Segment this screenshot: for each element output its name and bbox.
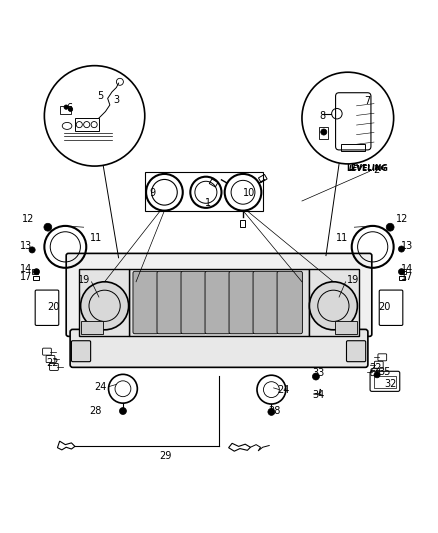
- Text: 1: 1: [205, 198, 211, 208]
- Text: 12: 12: [22, 214, 35, 224]
- Text: 8: 8: [320, 111, 326, 121]
- Bar: [308, 269, 359, 336]
- Text: 2: 2: [373, 165, 379, 175]
- Bar: [130, 269, 308, 336]
- Text: 22: 22: [369, 363, 381, 373]
- Circle shape: [321, 129, 327, 135]
- Text: LEVELING: LEVELING: [348, 165, 386, 171]
- FancyBboxPatch shape: [229, 271, 254, 334]
- Bar: [60, 106, 71, 114]
- FancyBboxPatch shape: [70, 329, 368, 367]
- FancyBboxPatch shape: [66, 253, 372, 336]
- Circle shape: [33, 269, 39, 275]
- FancyBboxPatch shape: [253, 271, 279, 334]
- Text: 13: 13: [20, 240, 32, 251]
- Circle shape: [81, 282, 129, 330]
- Text: 20: 20: [47, 302, 59, 312]
- Text: 10: 10: [244, 188, 256, 198]
- Text: 17: 17: [20, 272, 32, 282]
- Bar: [75, 118, 99, 131]
- Circle shape: [309, 282, 357, 330]
- Text: 6: 6: [67, 103, 73, 114]
- Bar: [400, 269, 406, 274]
- Text: 14: 14: [401, 264, 413, 273]
- Text: 24: 24: [94, 382, 106, 392]
- Circle shape: [68, 107, 73, 111]
- Bar: [79, 269, 130, 336]
- Text: 20: 20: [378, 302, 390, 312]
- Text: 34: 34: [312, 390, 325, 400]
- FancyBboxPatch shape: [205, 271, 230, 334]
- Bar: [145, 172, 263, 211]
- Text: 11: 11: [336, 233, 348, 243]
- Text: 32: 32: [384, 378, 396, 389]
- Bar: [399, 276, 405, 280]
- Text: 33: 33: [312, 368, 325, 378]
- Text: 5: 5: [97, 91, 103, 101]
- Circle shape: [312, 373, 319, 380]
- Bar: [319, 127, 328, 139]
- Bar: [341, 144, 365, 151]
- Bar: [209, 179, 218, 187]
- Circle shape: [268, 408, 275, 415]
- Bar: [32, 269, 38, 274]
- FancyBboxPatch shape: [181, 271, 206, 334]
- Text: 9: 9: [149, 188, 155, 198]
- Text: 22: 22: [46, 358, 58, 368]
- Circle shape: [64, 105, 68, 109]
- Bar: [33, 276, 39, 280]
- Text: 3: 3: [113, 95, 120, 104]
- Text: 19: 19: [78, 276, 91, 286]
- Bar: [258, 174, 267, 182]
- Text: 35: 35: [379, 367, 391, 377]
- Text: 7: 7: [364, 96, 371, 107]
- Bar: [240, 220, 245, 227]
- FancyBboxPatch shape: [277, 271, 302, 334]
- Text: 13: 13: [401, 240, 413, 251]
- Text: 29: 29: [159, 451, 172, 462]
- Circle shape: [399, 246, 405, 252]
- Text: 12: 12: [396, 214, 409, 224]
- FancyBboxPatch shape: [157, 271, 182, 334]
- Circle shape: [44, 223, 52, 231]
- Bar: [81, 321, 103, 334]
- Bar: [374, 376, 396, 388]
- Text: 24: 24: [277, 385, 290, 394]
- Circle shape: [386, 223, 394, 231]
- Circle shape: [399, 269, 405, 275]
- Bar: [335, 321, 357, 334]
- Text: LEVELING: LEVELING: [346, 164, 389, 173]
- Text: 19: 19: [347, 276, 360, 286]
- FancyBboxPatch shape: [133, 271, 158, 334]
- Text: 28: 28: [268, 407, 281, 416]
- Text: 14: 14: [20, 264, 32, 273]
- Circle shape: [29, 247, 35, 253]
- FancyBboxPatch shape: [346, 341, 366, 362]
- Circle shape: [374, 372, 380, 378]
- FancyBboxPatch shape: [71, 341, 91, 362]
- Circle shape: [120, 408, 127, 415]
- Text: 11: 11: [90, 233, 102, 243]
- Text: 17: 17: [401, 272, 413, 282]
- Text: 28: 28: [90, 407, 102, 416]
